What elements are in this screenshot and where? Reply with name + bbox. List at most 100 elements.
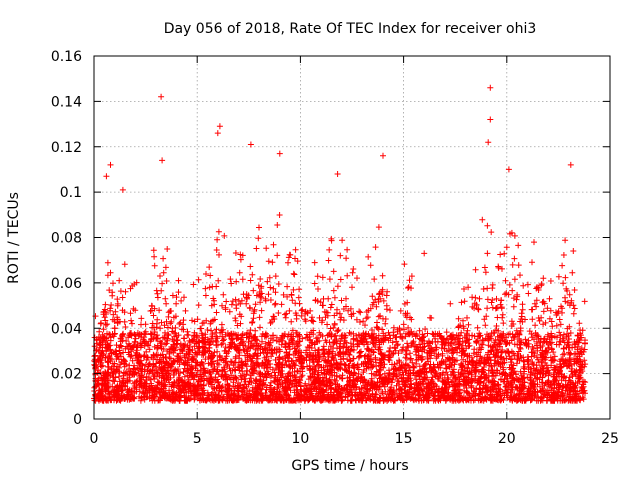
- data-point: [391, 344, 398, 351]
- data-point: [367, 262, 374, 269]
- data-point: [101, 314, 108, 321]
- data-point: [330, 324, 337, 331]
- data-point: [114, 296, 121, 303]
- data-point: [163, 318, 170, 325]
- data-point: [249, 271, 256, 278]
- data-point: [343, 255, 350, 262]
- data-point: [330, 268, 337, 275]
- data-point: [368, 361, 375, 368]
- data-point: [138, 315, 145, 322]
- data-point: [227, 276, 234, 283]
- data-point: [570, 248, 577, 254]
- data-point: [163, 278, 170, 284]
- data-point: [239, 276, 246, 283]
- data-point: [553, 322, 560, 329]
- data-point: [329, 372, 336, 379]
- data-point: [173, 300, 180, 307]
- data-point: [534, 332, 541, 338]
- data-point: [278, 301, 285, 308]
- data-point: [121, 261, 128, 268]
- data-point: [427, 314, 433, 321]
- data-point: [460, 317, 466, 324]
- data-point: [120, 369, 127, 376]
- data-point: [244, 368, 251, 374]
- data-point: [482, 269, 489, 276]
- data-point: [581, 298, 588, 305]
- data-point: [327, 325, 334, 332]
- data-point: [529, 316, 536, 323]
- data-point: [163, 300, 170, 307]
- data-point: [473, 338, 480, 345]
- grid: [94, 56, 610, 419]
- data-point: [507, 356, 514, 363]
- data-point: [375, 224, 382, 231]
- data-point: [380, 315, 386, 322]
- data-point: [548, 362, 555, 369]
- data-point: [407, 356, 414, 363]
- data-point: [189, 317, 195, 324]
- data-point: [129, 320, 135, 327]
- data-point: [296, 300, 303, 307]
- data-point: [265, 258, 272, 265]
- data-point: [315, 286, 321, 292]
- data-point: [241, 347, 248, 354]
- data-point: [117, 288, 124, 295]
- data-point: [393, 382, 400, 389]
- data-point: [340, 317, 347, 324]
- data-point: [236, 269, 243, 276]
- data-point: [484, 250, 491, 257]
- data-point: [257, 276, 264, 282]
- data-point: [405, 285, 411, 291]
- data-point: [160, 269, 167, 276]
- data-point: [540, 275, 547, 282]
- data-point: [207, 272, 214, 279]
- data-point: [288, 318, 295, 325]
- data-point: [219, 302, 225, 309]
- data-point: [150, 361, 157, 368]
- data-point: [509, 261, 516, 268]
- data-point: [515, 242, 522, 249]
- data-point: [222, 344, 229, 351]
- data-point: [269, 259, 276, 266]
- data-point: [540, 308, 547, 315]
- data-point: [331, 321, 338, 328]
- data-point: [207, 320, 214, 327]
- data-point: [499, 311, 506, 318]
- data-point: [154, 294, 161, 301]
- data-point: [306, 357, 313, 364]
- data-point: [243, 300, 250, 307]
- data-point: [228, 280, 235, 287]
- data-point: [474, 324, 481, 331]
- data-point: [160, 255, 167, 262]
- data-point: [331, 294, 338, 301]
- data-point: [286, 307, 293, 314]
- data-point: [104, 272, 111, 279]
- data-point: [501, 250, 508, 257]
- data-point: [449, 345, 455, 352]
- data-point: [258, 307, 265, 314]
- data-point: [484, 222, 491, 229]
- data-point: [270, 285, 277, 292]
- data-points: [91, 84, 589, 404]
- data-point: [98, 363, 105, 370]
- data-point: [122, 324, 129, 330]
- data-point: [96, 328, 103, 335]
- data-point: [581, 346, 588, 353]
- data-point: [247, 277, 254, 284]
- data-point: [344, 272, 351, 279]
- data-point: [465, 321, 472, 328]
- data-point: [274, 252, 281, 259]
- data-point: [264, 278, 271, 285]
- data-point: [497, 251, 504, 258]
- data-point: [397, 307, 404, 314]
- data-point: [333, 377, 339, 384]
- data-point: [555, 308, 562, 315]
- data-point: [544, 331, 551, 338]
- data-point: [325, 257, 332, 264]
- data-point: [119, 294, 126, 301]
- data-point: [296, 286, 303, 293]
- data-point: [356, 308, 363, 315]
- data-point: [353, 316, 360, 323]
- data-point: [215, 361, 222, 368]
- data-point: [374, 324, 381, 331]
